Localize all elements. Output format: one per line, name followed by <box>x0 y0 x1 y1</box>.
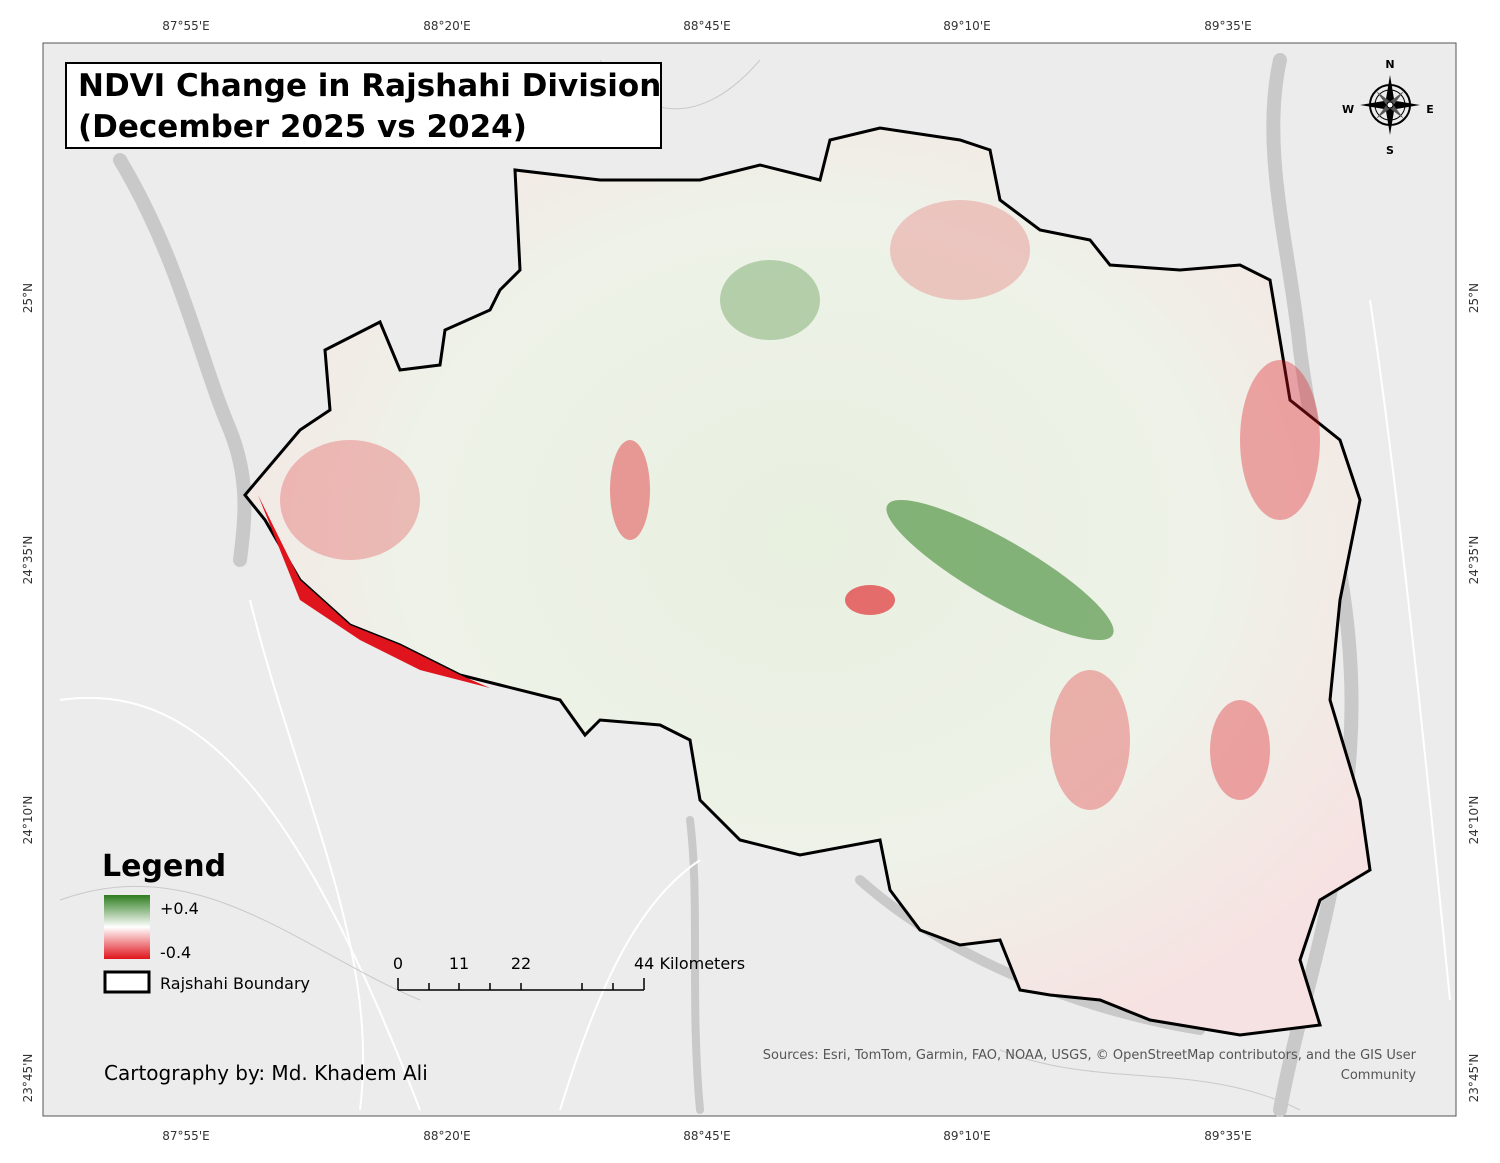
rajshahi-boundary <box>243 126 1372 1037</box>
scale-bar <box>397 978 645 991</box>
map-subtitle: (December 2025 vs 2024) <box>78 109 527 145</box>
legend-low: -0.4 <box>160 943 191 962</box>
compass-n: N <box>1385 58 1394 71</box>
longitude-label: 89°10'E <box>943 19 990 33</box>
longitude-label: 89°10'E <box>943 1129 990 1143</box>
latitude-label: 24°35'N <box>1467 536 1481 585</box>
north-arrow: N S E W <box>1342 58 1434 157</box>
longitude-label: 87°55'E <box>162 1129 209 1143</box>
legend-boundary-symbol <box>103 970 151 994</box>
legend-ramp <box>104 895 150 959</box>
latitude-label: 25°N <box>21 283 35 313</box>
latitude-label: 24°10'N <box>21 796 35 845</box>
roads <box>59 299 1451 1111</box>
legend-boundary: Rajshahi Boundary <box>160 974 310 993</box>
ndvi-patches <box>258 200 1320 810</box>
longitude-label: 88°45'E <box>683 19 730 33</box>
longitude-label: 88°20'E <box>423 1129 470 1143</box>
scale-label: 0 <box>393 954 403 973</box>
legend-title: Legend <box>102 849 226 884</box>
scale-label: 44 Kilometers <box>634 954 745 973</box>
longitude-label: 88°20'E <box>423 19 470 33</box>
longitude-label: 89°35'E <box>1204 1129 1251 1143</box>
scale-label: 22 <box>511 954 531 973</box>
latitude-label: 25°N <box>1467 283 1481 313</box>
map-title: NDVI Change in Rajshahi Division <box>78 68 661 104</box>
latitude-label: 23°45'N <box>21 1054 35 1103</box>
compass-w: W <box>1342 103 1354 116</box>
compass-s: S <box>1386 144 1394 157</box>
sources: Sources: Esri, TomTom, Garmin, FAO, NOAA… <box>763 1048 1417 1063</box>
sources: Community <box>1341 1068 1417 1083</box>
credits: Cartography by: Md. Khadem Ali <box>104 1061 428 1085</box>
longitude-label: 89°35'E <box>1204 19 1251 33</box>
longitude-label: 88°45'E <box>683 1129 730 1143</box>
longitude-label: 87°55'E <box>162 19 209 33</box>
title-box <box>65 62 662 149</box>
compass-e: E <box>1426 103 1434 116</box>
legend-high: +0.4 <box>160 899 199 918</box>
scale-label: 11 <box>449 954 469 973</box>
latitude-label: 24°35'N <box>21 536 35 585</box>
latitude-label: 23°45'N <box>1467 1054 1481 1103</box>
latitude-label: 24°10'N <box>1467 796 1481 845</box>
